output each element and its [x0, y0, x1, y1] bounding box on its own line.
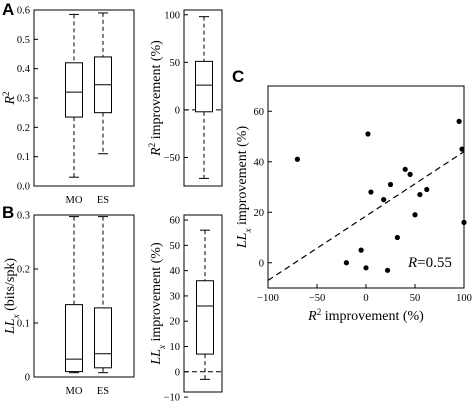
A-left-box	[65, 62, 83, 118]
panel-letter-b: B	[2, 203, 14, 222]
B-left-ylabel: LLx (bits/spk)	[3, 258, 21, 335]
A-left-ytick-label: 0.4	[17, 64, 31, 75]
c-data-point	[459, 146, 465, 152]
B-right-frame	[183, 214, 223, 393]
c-annotation-r: R=0.55	[407, 255, 452, 271]
c-data-point	[368, 189, 374, 195]
c-xtick-label: −100	[257, 293, 279, 304]
panel-letter-a: A	[2, 0, 14, 19]
c-data-point	[461, 219, 467, 225]
c-data-point	[384, 267, 391, 273]
c-data-point	[417, 191, 423, 198]
A-right-ytick-label: 0	[175, 105, 180, 116]
c-data-point	[456, 118, 462, 124]
B-left-box	[94, 307, 112, 369]
B-right-ytick-label: 30	[170, 291, 181, 302]
A-right-ylabel: R2 improvement (%)	[147, 40, 164, 157]
B-left-ytick-label: 0	[25, 373, 30, 384]
A-left-xtick-label: MO	[66, 195, 83, 206]
c-data-point	[402, 166, 408, 172]
c-xtick-label: −50	[309, 293, 325, 304]
c-fit-line	[267, 151, 465, 281]
panel-letter-c: C	[232, 67, 244, 86]
B-right-ytick-label: 20	[170, 317, 181, 328]
c-xtick-label: 100	[456, 293, 472, 304]
A-left-frame	[33, 9, 135, 187]
A-left-xtick-label: ES	[97, 195, 109, 206]
B-left-xtick-label: ES	[97, 386, 109, 397]
A-left-ytick-label: 0.1	[17, 152, 30, 163]
A-left-ytick-label: 0.0	[17, 182, 30, 193]
A-left-ytick-label: 0.3	[17, 94, 30, 105]
c-data-point	[387, 181, 394, 188]
B-left-ytick-label: 0.2	[17, 265, 30, 276]
B-right-ytick-label: 10	[170, 342, 181, 353]
A-left-ylabel: R2	[1, 91, 18, 105]
A-right-frame	[183, 9, 223, 187]
c-ylabel: LLx improvement (%)	[235, 126, 253, 250]
A-left-ytick-label: 0.5	[17, 35, 30, 46]
A-right-box	[195, 60, 213, 113]
c-data-point	[294, 156, 300, 162]
c-data-point	[412, 212, 418, 218]
A-right-ytick-label: 50	[170, 58, 181, 69]
c-ytick-label: 0	[259, 258, 264, 269]
B-left-frame	[33, 214, 135, 378]
c-data-point	[363, 265, 369, 271]
c-data-point	[407, 171, 413, 177]
B-right-ytick-label: 0	[175, 367, 180, 378]
c-data-point	[381, 197, 387, 203]
A-right-ytick-label: −50	[164, 153, 180, 164]
c-ytick-label: 20	[254, 208, 265, 219]
A-left-ytick-label: 0.6	[17, 6, 30, 17]
c-data-point	[365, 131, 371, 137]
B-right-ylabel: LLx improvement (%)	[149, 242, 167, 366]
A-right-ytick-label: 100	[164, 10, 180, 21]
B-right-box	[196, 280, 214, 355]
B-left-ytick-label: 0.3	[17, 211, 30, 222]
c-data-point	[424, 186, 430, 193]
B-left-ytick-label: 0.1	[17, 319, 30, 330]
c-data-point	[343, 260, 349, 266]
B-right-ytick-label: 40	[170, 266, 181, 277]
c-data-point	[394, 234, 400, 241]
c-ytick-label: 60	[254, 107, 265, 118]
B-right-ytick-label: 50	[170, 241, 181, 252]
c-data-point	[358, 247, 364, 253]
B-right-ytick-label: −10	[164, 393, 180, 404]
B-left-xtick-label: MO	[66, 386, 83, 397]
c-xtick-label: 0	[363, 293, 368, 304]
c-ytick-label: 40	[254, 157, 265, 168]
B-right-ytick-label: 60	[170, 216, 181, 227]
c-xlabel: R2 improvement (%)	[307, 307, 424, 324]
B-left-box	[65, 304, 83, 373]
c-xtick-label: 50	[410, 293, 421, 304]
A-left-ytick-label: 0.2	[17, 123, 30, 134]
